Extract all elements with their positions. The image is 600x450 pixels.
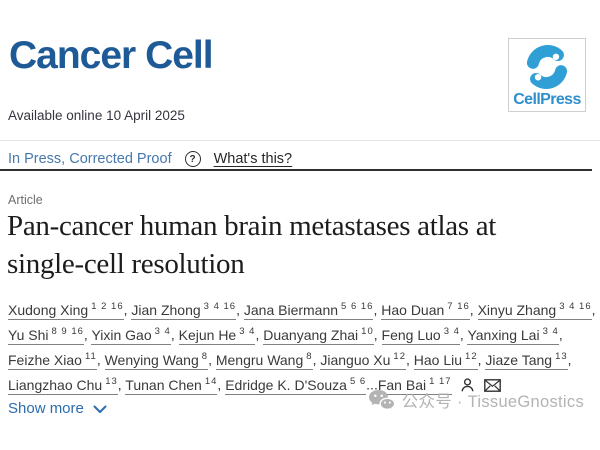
author-link[interactable]: Feizhe Xiao 11 — [8, 351, 97, 370]
divider-dark — [0, 169, 592, 171]
journal-title: Cancer Cell — [9, 34, 214, 77]
author-link[interactable]: Hao Duan 7 16 — [381, 301, 470, 320]
author-link[interactable]: Jian Zhong 3 4 16 — [131, 301, 237, 320]
question-circle-icon[interactable]: ? — [184, 151, 201, 167]
author-link[interactable]: Liangzhao Chu 13 — [8, 376, 118, 395]
author-link[interactable]: Jana Biermann 5 6 16 — [243, 301, 374, 320]
author-link[interactable]: Mengru Wang 8 — [215, 351, 313, 370]
watermark: 公众号 · TissueGnostics — [368, 388, 584, 412]
chevron-down-icon — [93, 405, 107, 413]
author-link[interactable]: Yixin Gao 3 4 — [91, 326, 171, 345]
article-title: Pan-cancer human brain metastases atlas … — [7, 207, 496, 283]
cellpress-logo[interactable]: CellPress — [508, 38, 586, 112]
envelope-icon[interactable] — [484, 374, 502, 396]
author-link[interactable]: Yanxing Lai 3 4 — [467, 326, 559, 345]
author-link[interactable]: Jiaze Tang 13 — [485, 351, 568, 370]
author-link[interactable]: Kejun He 3 4 — [178, 326, 256, 345]
status-bar: In Press, Corrected Proof ? What's this? — [8, 150, 292, 168]
article-title-line: single-cell resolution — [7, 248, 245, 280]
show-more-button[interactable]: Show more — [8, 400, 107, 417]
author-link[interactable]: Yu Shi 8 9 16 — [8, 326, 84, 345]
person-icon[interactable] — [461, 374, 474, 396]
author-link[interactable]: Xudong Xing 1 2 16 — [8, 301, 124, 320]
wechat-icon — [368, 389, 395, 411]
author-link[interactable]: Wenying Wang 8 — [104, 351, 209, 370]
author-link[interactable]: Edridge K. D'Souza 5 6 — [225, 376, 367, 395]
watermark-label: 公众号 · TissueGnostics — [401, 393, 584, 411]
author-link[interactable]: Duanyang Zhai 10 — [263, 326, 374, 345]
author-link[interactable]: Jianguo Xu 12 — [320, 351, 406, 370]
author-link[interactable]: Fan Bai 1 17 — [377, 376, 452, 395]
author-link[interactable]: Tunan Chen 14 — [125, 376, 218, 395]
author-link[interactable]: Hao Liu 12 — [413, 351, 478, 370]
in-press-status-link[interactable]: In Press, Corrected Proof — [8, 151, 172, 167]
author-line: Feizhe Xiao 11, Wenying Wang 8, Mengru Wan… — [8, 351, 572, 370]
article-title-line: Pan-cancer human brain metastases atlas … — [7, 210, 497, 242]
author-line: Liangzhao Chu 13, Tunan Chen 14, Edridge K… — [8, 371, 583, 396]
divider-light — [0, 140, 600, 141]
cellpress-logo-text: CellPress — [513, 91, 581, 108]
author-line: Yu Shi 8 9 16, Yixin Gao 3 4, Kejun He 3 4,… — [8, 326, 563, 345]
whats-this-link[interactable]: What's this? — [213, 151, 293, 167]
cellpress-swirl-icon — [526, 45, 568, 89]
author-link[interactable]: Xinyu Zhang 3 4 16 — [477, 301, 592, 320]
show-more-label: Show more — [8, 400, 84, 417]
available-online-date: Available online 10 April 2025 — [8, 108, 185, 123]
author-list: Xudong Xing 1 2 16, Jian Zhong 3 4 16, Jan… — [8, 296, 596, 396]
author-link[interactable]: Feng Luo 3 4 — [381, 326, 460, 345]
article-type-label: Article — [8, 193, 43, 207]
author-line: Xudong Xing 1 2 16, Jian Zhong 3 4 16, Jan… — [8, 301, 596, 320]
